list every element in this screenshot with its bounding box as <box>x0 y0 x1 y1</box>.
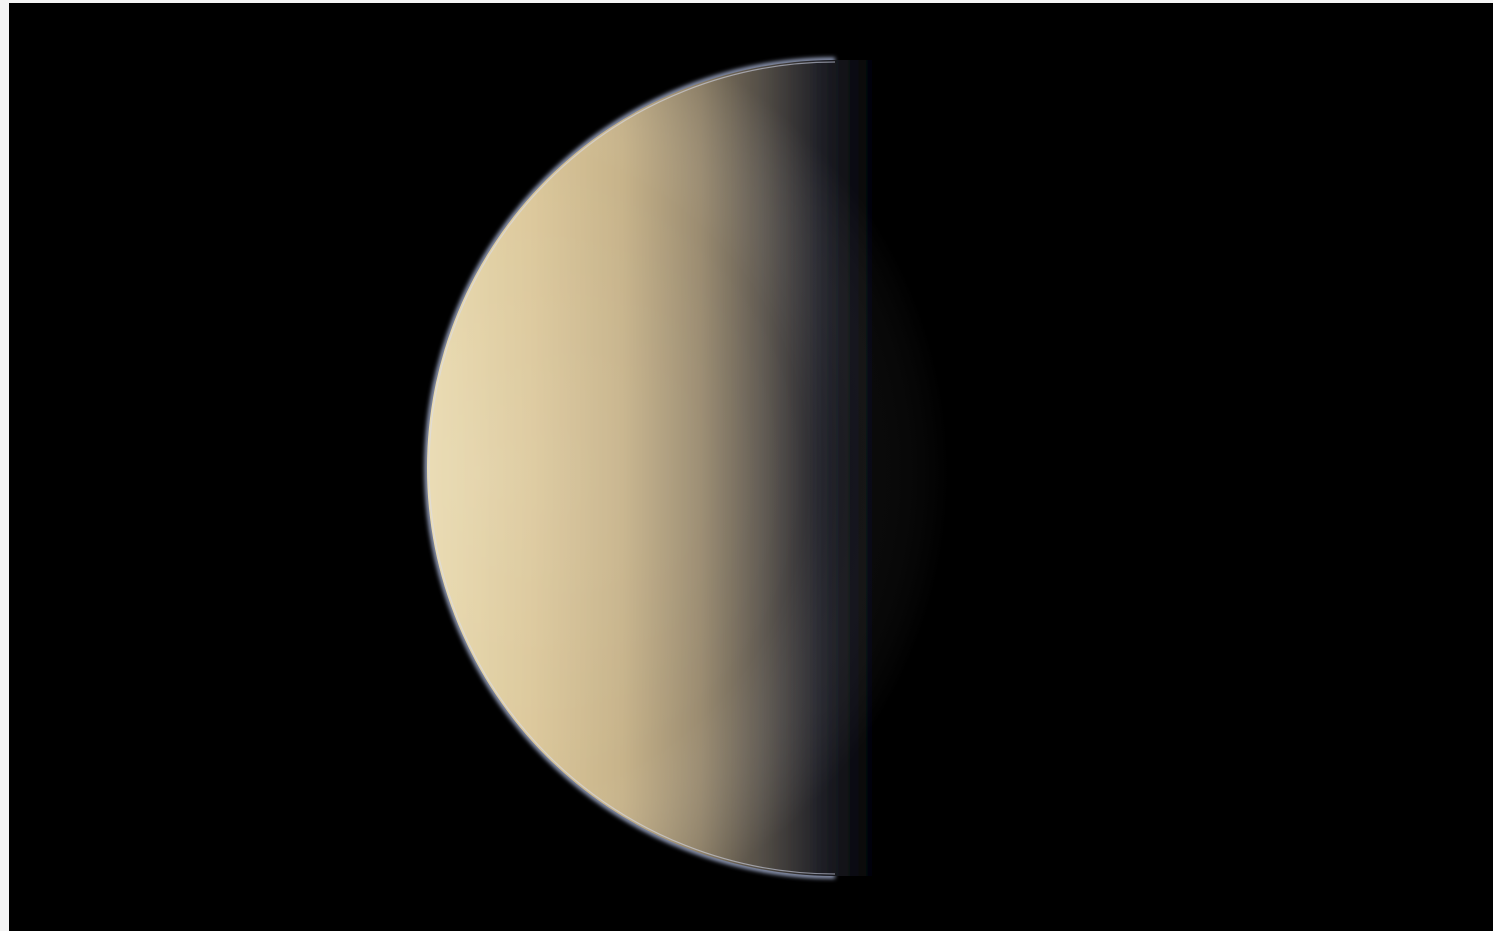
surface-shading <box>427 60 949 876</box>
limb-edge <box>428 61 836 875</box>
image-frame <box>9 3 1493 931</box>
planet-disc <box>424 57 949 879</box>
planet-image <box>424 57 949 879</box>
